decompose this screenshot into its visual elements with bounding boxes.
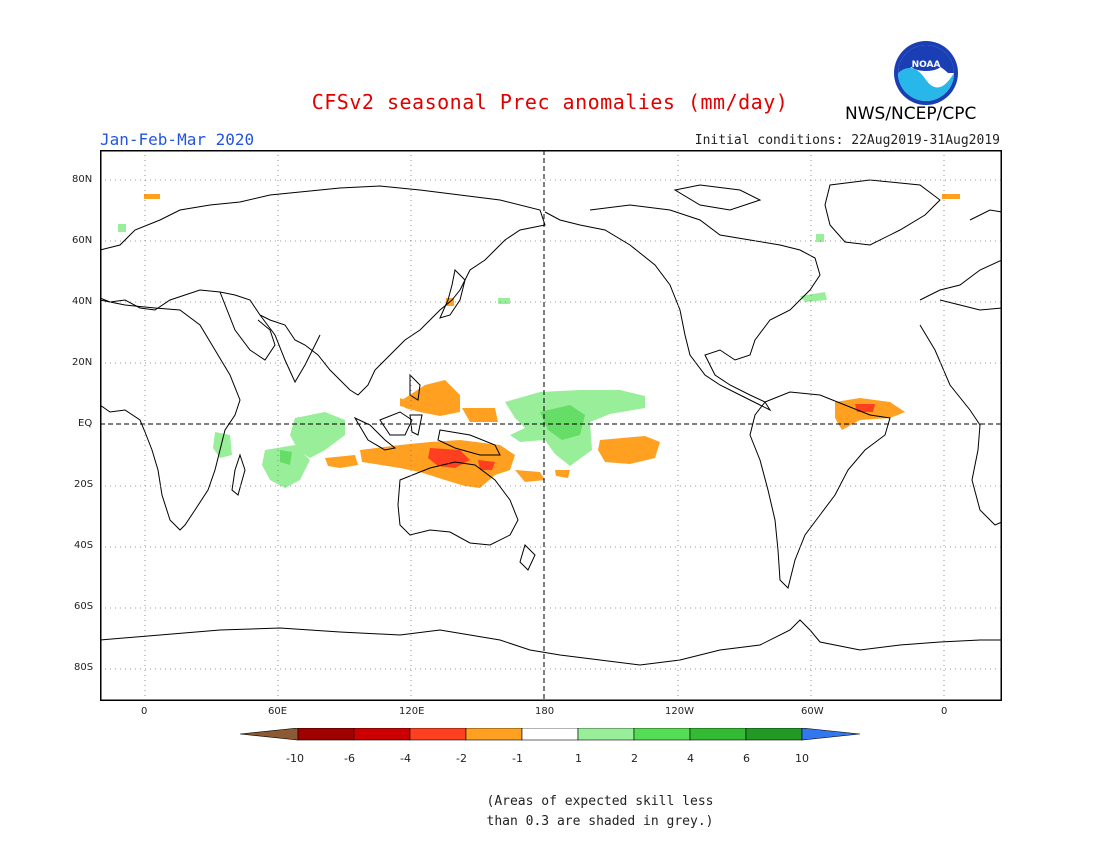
anomaly-iceland-green [118, 224, 126, 232]
coastlines [99, 179, 1003, 666]
anomaly-brazil-red [855, 404, 875, 412]
colorbar-swatch-neutral [521, 727, 579, 741]
anomaly-atlantic-green [800, 292, 827, 302]
lat-label-20s: 20S [74, 479, 94, 490]
lat-label-80s: 80S [74, 662, 94, 673]
anomaly-sulawesi-small [400, 398, 410, 408]
initial-conditions: Initial conditions: 22Aug2019-31Aug2019 [694, 133, 1000, 148]
logo-text: NOAA [912, 60, 941, 70]
anomaly-south-pacific [598, 436, 660, 464]
map-title: CFSv2 seasonal Prec anomalies (mm/day) [311, 90, 789, 114]
colorbar-label-2: 2 [631, 752, 638, 765]
anomaly-east-africa [213, 432, 232, 458]
anomaly-arctic-orange-w [144, 194, 160, 199]
lat-label-eq: EQ [78, 418, 93, 429]
lat-label-20n: 20N [72, 357, 93, 368]
lon-label-60w: 60W [801, 706, 824, 717]
colorbar-label--2: -2 [456, 752, 467, 765]
lat-label-60s: 60S [74, 601, 94, 612]
lon-label-120w: 120W [665, 706, 694, 717]
lon-label-60e: 60E [268, 706, 288, 717]
anomaly-map [99, 149, 1003, 702]
reference-lines [100, 150, 1002, 701]
anomaly-fiji [555, 470, 570, 478]
anomaly-shading [118, 194, 960, 488]
colorbar-label-6: 6 [743, 752, 750, 765]
colorbar-swatch-2-1 [465, 727, 523, 741]
anomaly-madagascar-east [262, 445, 310, 488]
colorbar-swatch-4-2 [409, 727, 467, 741]
lon-label-120e: 120E [399, 706, 425, 717]
forecast-period: Jan-Feb-Mar 2020 [100, 130, 255, 149]
anomaly-caroline [462, 408, 498, 422]
colorbar-swatch-1-2 [577, 727, 635, 741]
colorbar-label-4: 4 [687, 752, 694, 765]
lon-label-0-right: 0 [941, 706, 948, 717]
colorbar-swatch-above-10 [801, 727, 861, 741]
colorbar-swatch-10-6 [297, 727, 355, 741]
colorbar-label--10: -10 [286, 752, 304, 765]
lat-label-80n: 80N [72, 174, 93, 185]
colorbar-swatch-6-4 [353, 727, 411, 741]
graticule [100, 150, 1002, 701]
anomaly-brazil-northeast [835, 398, 905, 430]
lon-label-0-left: 0 [141, 706, 148, 717]
anomaly-coral-sea [515, 470, 545, 482]
colorbar-label-10: 10 [795, 752, 809, 765]
colorbar-swatch-6-10 [745, 727, 803, 741]
anomaly-nw-pacific-green [498, 298, 510, 304]
noaa-logo: NOAA [893, 40, 959, 106]
lon-label-180: 180 [535, 706, 555, 717]
lat-label-40n: 40N [72, 296, 93, 307]
colorbar-label--4: -4 [400, 752, 411, 765]
anomaly-philippines-sea [402, 380, 460, 416]
colorbar-label--1: -1 [512, 752, 523, 765]
colorbar-swatch-2-4 [633, 727, 691, 741]
agency-label: NWS/NCEP/CPC [845, 104, 977, 124]
map-svg [99, 149, 1003, 702]
anomaly-indian-core [280, 450, 292, 465]
colorbar [238, 727, 862, 756]
lat-label-60n: 60N [72, 235, 93, 246]
colorbar-label-1: 1 [575, 752, 582, 765]
colorbar-swatch-4-6 [689, 727, 747, 741]
colorbar-label--6: -6 [344, 752, 355, 765]
skill-note: (Areas of expected skill less than 0.3 a… [486, 794, 714, 829]
lat-label-40s: 40S [74, 540, 94, 551]
anomaly-central-pacific-core [540, 405, 585, 440]
anomaly-new-guinea-red [478, 460, 495, 470]
anomaly-greenland-green [816, 234, 824, 242]
colorbar-swatch-below-10 [239, 727, 299, 741]
anomaly-indian-ocean-south [325, 455, 358, 468]
anomaly-arctic-orange-e [942, 194, 960, 199]
